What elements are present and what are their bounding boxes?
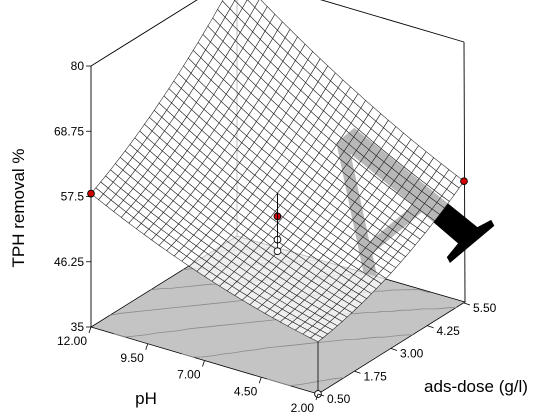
design-point [273,247,282,256]
y-tick-label: 12.00 [57,334,87,348]
frame-top-left [90,0,198,67]
floor-contour [266,377,345,387]
z-axis-ticks: 35 46.25 57.5 68.75 80 [54,59,91,334]
y-tick-mark [315,393,319,401]
y-tick-label: 4.50 [234,384,258,398]
x-tick-label: 3.00 [400,347,424,361]
design-point [460,177,468,186]
z-tick-label: 68.75 [54,124,84,138]
x-tick-mark [354,370,361,374]
x-tick-label: 0.50 [327,392,351,406]
x-tick-mark [463,302,471,306]
z-axis-title: TPH removal % [9,148,28,267]
y-tick-label: 7.00 [177,368,201,382]
x-axis-title: ads-dose (g/l) [424,377,528,396]
response-surface-mesh [90,0,465,343]
frame-top-right [320,0,465,43]
surface-cell [234,0,248,9]
x-tick-mark [390,348,398,351]
x-axis-ticks: 0.50 1.75 3.00 4.25 5.50 [317,301,497,406]
x-tick-mark [317,393,325,397]
design-points [87,177,468,398]
y-tick-label: 9.50 [120,351,144,365]
x-tick-label: 4.25 [437,324,461,338]
z-tick-label: 80 [71,59,85,73]
y-tick-mark [145,343,149,350]
z-tick-label: 46.25 [54,255,84,269]
x-tick-label: 1.75 [364,369,388,383]
frame-edge-right [463,41,466,303]
z-tick-label: 35 [71,320,85,334]
x-tick-mark [427,325,434,329]
y-axis-title: pH [135,389,157,408]
surface-cell [247,0,260,8]
y-tick-mark [202,360,205,367]
z-tick-label: 57.5 [61,190,85,204]
y-tick-label: 2.00 [291,401,315,415]
y-tick-mark [88,326,92,334]
y-tick-mark [258,377,262,384]
design-point [87,189,95,198]
x-tick-label: 5.50 [473,301,497,315]
y-axis-ticks: 2.00 4.50 7.00 9.50 12.00 [57,326,319,415]
floor-contour [181,334,413,358]
